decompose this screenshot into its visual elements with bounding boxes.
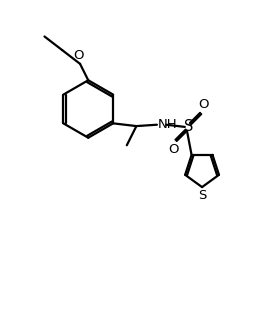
Text: O: O — [199, 98, 209, 111]
Text: O: O — [168, 143, 178, 156]
Text: S: S — [184, 119, 193, 134]
Text: O: O — [73, 49, 84, 62]
Text: S: S — [198, 189, 206, 202]
Text: NH: NH — [158, 118, 178, 131]
